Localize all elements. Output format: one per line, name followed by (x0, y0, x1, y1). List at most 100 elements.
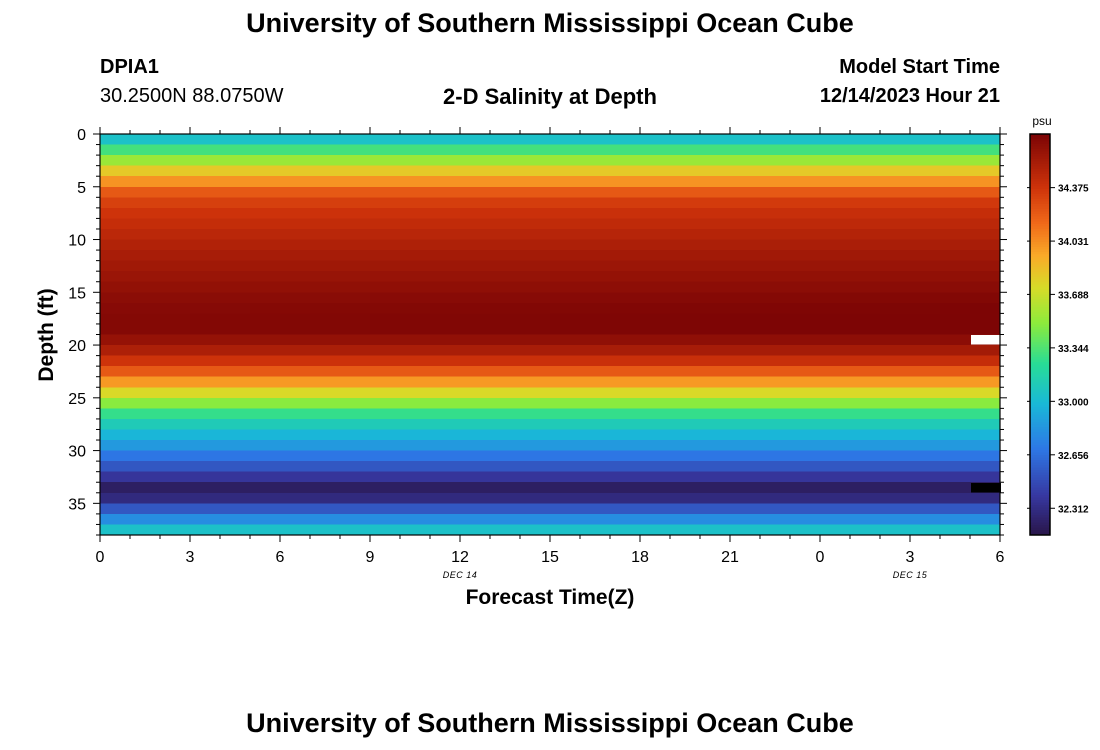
heatmap-cell (280, 250, 311, 262)
colorbar-segment (1030, 271, 1050, 275)
heatmap-cell (400, 228, 431, 241)
heatmap-cell (490, 408, 521, 420)
colorbar-segment (1030, 284, 1050, 288)
heatmap-cell (400, 186, 431, 198)
heatmap-cell (580, 176, 611, 188)
heatmap-cell (610, 228, 641, 241)
heatmap-cell (100, 165, 131, 177)
heatmap-cell (340, 239, 371, 251)
heatmap-cell (820, 281, 851, 293)
heatmap-cell (970, 440, 1001, 452)
heatmap-cell (580, 165, 611, 177)
heatmap-cell (340, 492, 371, 504)
heatmap-cell (550, 418, 581, 431)
y-tick-label: 30 (68, 444, 86, 461)
heatmap-cell (430, 503, 461, 515)
heatmap-cell (700, 461, 731, 473)
heatmap-cell (430, 271, 461, 283)
heatmap-cell (820, 165, 851, 177)
heatmap-cell (610, 250, 641, 262)
heatmap-cell (760, 165, 791, 177)
heatmap-cell (490, 313, 521, 325)
colorbar-segment (1030, 354, 1050, 358)
heatmap-cell (310, 176, 341, 188)
heatmap-cell (610, 281, 641, 293)
colorbar-segment (1030, 497, 1050, 501)
heatmap-cell (340, 228, 371, 241)
heatmap-cell (250, 471, 281, 483)
heatmap-cell (430, 165, 461, 177)
heatmap-cell (880, 281, 911, 293)
heatmap-cell (310, 471, 341, 483)
heatmap-cell (640, 334, 671, 346)
heatmap-cell (790, 482, 821, 494)
heatmap-cell (880, 492, 911, 504)
heatmap-cell (820, 461, 851, 473)
heatmap-cell (970, 271, 1001, 283)
heatmap-cell (670, 471, 701, 483)
heatmap-cell (670, 323, 701, 336)
colorbar-segment (1030, 439, 1050, 443)
heatmap-cell (250, 260, 281, 272)
heatmap-cell (970, 144, 1001, 156)
heatmap-cell (280, 197, 311, 209)
heatmap-cell (550, 334, 581, 346)
heatmap-cell (880, 334, 911, 346)
heatmap-cell (640, 207, 671, 220)
heatmap-cell (760, 418, 791, 431)
heatmap-cell (100, 144, 131, 156)
heatmap-cell (100, 281, 131, 293)
heatmap-cell (220, 345, 251, 357)
heatmap-cell (220, 197, 251, 209)
colorbar-segment (1030, 181, 1050, 185)
heatmap-cell (790, 144, 821, 156)
heatmap-cell (550, 228, 581, 241)
colorbar-segment (1030, 134, 1050, 138)
heatmap-cell (460, 218, 491, 230)
heatmap-cell (790, 397, 821, 409)
colorbar-segment (1030, 174, 1050, 178)
heatmap-cell (880, 376, 911, 388)
colorbar-segment (1030, 364, 1050, 368)
heatmap-cell (190, 461, 221, 473)
heatmap-cell (310, 144, 341, 156)
heatmap-cell (100, 197, 131, 209)
heatmap-cell (520, 492, 551, 504)
heatmap-cell (430, 260, 461, 272)
heatmap-cell (130, 165, 161, 177)
heatmap-cell (940, 271, 971, 283)
date-label: DEC 15 (893, 570, 928, 580)
heatmap-cell (190, 218, 221, 230)
heatmap-cell (670, 387, 701, 399)
heatmap-cell (310, 302, 341, 314)
heatmap-cell (910, 461, 941, 473)
heatmap-cell (790, 186, 821, 198)
heatmap-cell (220, 302, 251, 314)
heatmap-cell (160, 513, 191, 526)
heatmap-cell (640, 366, 671, 378)
heatmap-cell (490, 334, 521, 346)
heatmap-cell (310, 345, 341, 357)
heatmap-cell (880, 524, 911, 536)
heatmap-cell (640, 134, 671, 146)
heatmap-cell (220, 186, 251, 198)
heatmap-cell (280, 165, 311, 177)
colorbar-segment (1030, 166, 1050, 170)
colorbar-segment (1030, 502, 1050, 506)
heatmap-cell (280, 492, 311, 504)
colorbar-segment (1030, 372, 1050, 376)
heatmap-cell (100, 260, 131, 272)
heatmap-cell (670, 397, 701, 409)
heatmap-cell (460, 503, 491, 515)
heatmap-cell (340, 418, 371, 431)
heatmap-cell (520, 239, 551, 251)
heatmap-cell (520, 376, 551, 388)
heatmap-cell (400, 313, 431, 325)
heatmap-cell (310, 482, 341, 494)
heatmap-cell (160, 376, 191, 388)
colorbar-segment (1030, 434, 1050, 438)
heatmap-cell (880, 345, 911, 357)
heatmap-cell (700, 239, 731, 251)
heatmap-cell (220, 524, 251, 536)
heatmap-cell (340, 408, 371, 420)
